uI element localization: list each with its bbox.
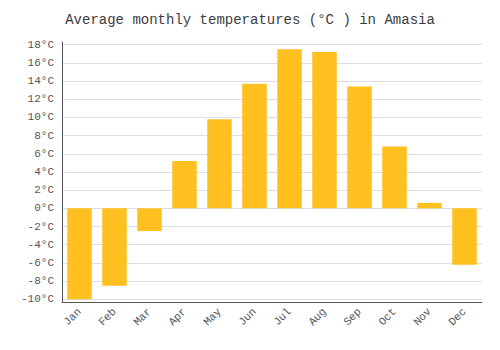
svg-text:-10°C: -10°C (21, 293, 54, 305)
svg-text:Jul: Jul (271, 306, 293, 328)
svg-text:12°C: 12°C (28, 93, 55, 105)
svg-text:Oct: Oct (376, 306, 398, 328)
svg-text:-2°C: -2°C (28, 221, 55, 233)
svg-text:8°C: 8°C (34, 130, 54, 142)
svg-text:-6°C: -6°C (28, 257, 55, 269)
svg-text:10°C: 10°C (28, 111, 55, 123)
svg-text:16°C: 16°C (28, 57, 55, 69)
svg-text:Dec: Dec (446, 306, 468, 328)
svg-text:Nov: Nov (411, 305, 434, 328)
svg-text:Jan: Jan (61, 306, 83, 328)
svg-text:Average monthly temperatures (: Average monthly temperatures (°C ) in Am… (65, 12, 435, 28)
svg-text:6°C: 6°C (34, 148, 54, 160)
svg-text:May: May (201, 305, 224, 328)
svg-text:Mar: Mar (131, 306, 153, 328)
svg-text:-4°C: -4°C (28, 239, 55, 251)
svg-text:Feb: Feb (96, 306, 118, 328)
svg-text:4°C: 4°C (34, 166, 54, 178)
svg-text:0°C: 0°C (34, 202, 54, 214)
svg-text:Sep: Sep (341, 306, 363, 328)
svg-text:Jun: Jun (236, 306, 258, 328)
svg-text:Apr: Apr (166, 306, 188, 328)
svg-text:-8°C: -8°C (28, 275, 55, 287)
svg-text:18°C: 18°C (28, 39, 55, 51)
svg-text:2°C: 2°C (34, 184, 54, 196)
svg-text:14°C: 14°C (28, 75, 55, 87)
svg-text:Aug: Aug (306, 306, 328, 328)
